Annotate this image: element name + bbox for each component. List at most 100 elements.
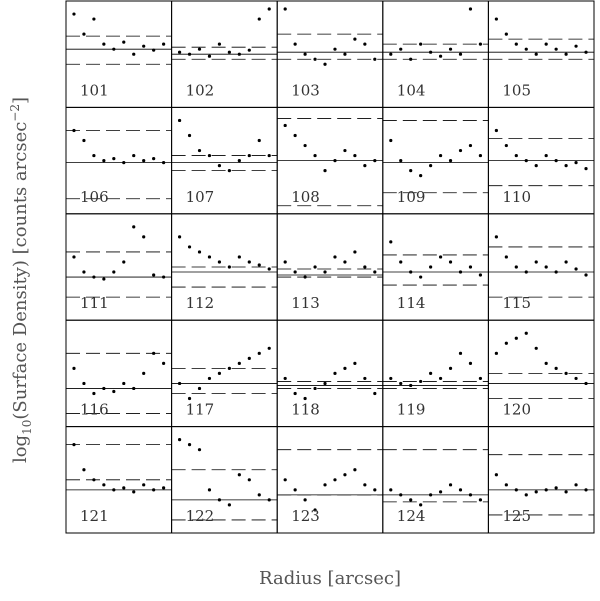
data-point: [217, 42, 222, 46]
data-point: [227, 50, 231, 54]
data-point: [333, 255, 337, 259]
data-point: [142, 483, 146, 487]
data-point: [399, 159, 403, 163]
data-point: [152, 156, 156, 161]
data-point: [524, 159, 528, 163]
data-point: [162, 42, 166, 46]
data-point: [468, 493, 473, 497]
data-point: [162, 275, 166, 279]
data-point: [458, 52, 463, 56]
data-point: [323, 483, 327, 487]
data-point: [419, 503, 423, 507]
data-point: [267, 498, 271, 502]
data-point: [132, 52, 136, 56]
data-point: [82, 32, 86, 36]
data-point: [92, 391, 96, 396]
data-point: [584, 167, 588, 171]
data-point: [363, 265, 367, 269]
data-point: [217, 164, 222, 168]
data-point: [247, 478, 251, 482]
data-point: [468, 7, 473, 11]
data-point: [197, 47, 202, 51]
y-label-part: (Surface Density) [counts arcsec: [10, 122, 31, 420]
data-point: [584, 488, 588, 492]
data-point: [267, 346, 271, 350]
data-point: [524, 47, 528, 51]
data-point: [564, 52, 568, 56]
data-point: [458, 148, 463, 153]
data-point: [217, 371, 222, 375]
data-point: [283, 260, 287, 264]
data-point: [177, 118, 182, 123]
data-point: [544, 488, 548, 492]
data-point: [504, 32, 508, 36]
data-point: [323, 270, 327, 274]
panel-label: 120: [502, 401, 531, 419]
data-point: [514, 42, 518, 46]
data-point: [419, 174, 423, 178]
data-point: [409, 169, 413, 173]
panel-label: 110: [502, 188, 531, 206]
panel-label: 121: [80, 507, 109, 525]
data-point: [92, 275, 96, 279]
data-point: [72, 366, 76, 370]
data-point: [468, 143, 473, 148]
data-point: [353, 361, 357, 365]
panel-label: 111: [80, 294, 109, 312]
data-point: [399, 47, 403, 51]
data-point: [419, 379, 423, 384]
data-point: [247, 356, 251, 360]
data-point: [142, 371, 146, 375]
data-point: [142, 159, 146, 163]
data-point: [217, 498, 222, 502]
data-point: [112, 156, 116, 161]
data-point: [237, 159, 241, 163]
data-point: [197, 148, 202, 153]
data-point: [112, 47, 116, 51]
data-point: [112, 389, 116, 394]
panel-label: 124: [397, 507, 426, 525]
y-axis-label: log10(Surface Density) [counts arcsec−2]: [8, 97, 34, 463]
data-point: [544, 153, 548, 158]
data-point: [438, 490, 443, 494]
data-point: [514, 336, 518, 340]
data-point: [448, 260, 453, 264]
data-point: [267, 7, 271, 11]
data-point: [574, 44, 578, 48]
data-point: [227, 265, 231, 269]
data-point: [478, 498, 483, 502]
data-point: [458, 270, 463, 274]
data-point: [574, 483, 578, 487]
data-point: [574, 267, 578, 271]
data-point: [92, 478, 96, 482]
data-point: [283, 376, 287, 381]
data-point: [82, 468, 86, 472]
data-point: [389, 240, 393, 244]
data-point: [92, 153, 96, 158]
data-point: [323, 62, 327, 66]
data-point: [313, 386, 317, 391]
data-point: [468, 265, 473, 269]
panel-label: 123: [291, 507, 320, 525]
data-point: [187, 396, 192, 401]
data-point: [267, 267, 271, 271]
data-point: [554, 47, 558, 51]
panel-label: 107: [186, 188, 215, 206]
data-point: [313, 153, 317, 158]
data-point: [313, 57, 317, 61]
data-point: [478, 376, 483, 381]
data-point: [122, 260, 126, 264]
data-point: [207, 376, 212, 381]
data-point: [534, 164, 538, 168]
data-point: [574, 161, 578, 165]
data-point: [494, 128, 498, 133]
data-point: [257, 17, 261, 21]
data-point: [544, 265, 548, 269]
data-point: [373, 270, 377, 274]
data-point: [494, 473, 498, 477]
data-point: [333, 478, 337, 482]
data-point: [554, 486, 558, 490]
data-point: [564, 260, 568, 264]
data-point: [102, 159, 106, 163]
data-point: [409, 383, 413, 388]
